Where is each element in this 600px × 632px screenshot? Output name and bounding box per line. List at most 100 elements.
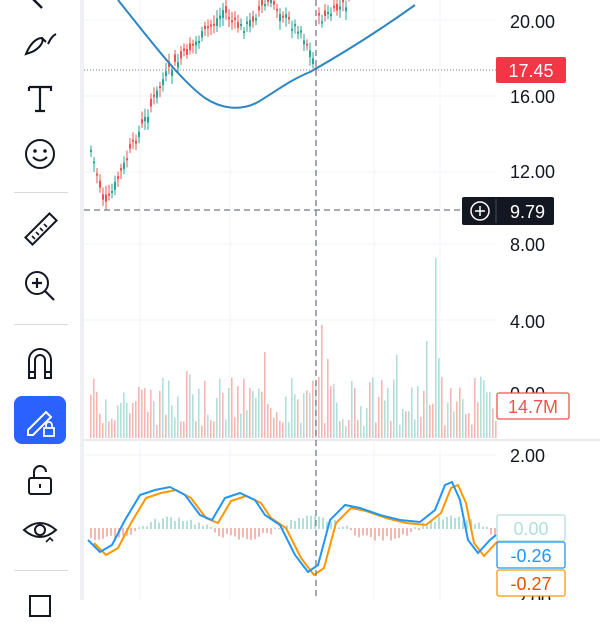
add-alert-icon[interactable] — [470, 201, 490, 221]
candle-body — [165, 71, 167, 76]
volume-bar — [288, 422, 290, 438]
candle-body — [234, 17, 236, 20]
histogram-bar — [338, 527, 340, 529]
measure-tool-button[interactable] — [14, 206, 66, 254]
volume-bar — [228, 388, 230, 438]
histogram-bar — [378, 528, 380, 537]
candle-body — [90, 149, 92, 152]
histogram-bar — [478, 522, 480, 529]
volume-bar — [96, 391, 98, 438]
text-tool-button[interactable] — [14, 74, 66, 122]
volume-bar — [270, 407, 272, 438]
candle-body — [162, 79, 164, 86]
histogram-bar — [450, 515, 452, 529]
text-icon — [27, 85, 53, 113]
magnet-mode-button[interactable] — [14, 338, 66, 386]
volume-bar — [90, 394, 92, 438]
volume-bar — [390, 421, 392, 438]
chart-canvas[interactable]: 20.00 16.00 12.00 8.00 4.00 0.00 2.00 -2… — [84, 0, 600, 600]
histogram-bar — [346, 525, 348, 529]
candle-body — [258, 6, 260, 11]
candle-body — [333, 5, 335, 8]
volume-bar — [273, 417, 275, 438]
zoom-in-icon — [25, 271, 55, 301]
candle-body — [153, 94, 155, 97]
volume-bar — [144, 388, 146, 438]
histogram-bar — [490, 528, 492, 535]
candle-body — [213, 23, 215, 26]
volume-bar — [435, 258, 437, 438]
volume-bar — [210, 420, 212, 438]
histogram-bar — [266, 528, 268, 533]
candle-body — [174, 54, 176, 62]
histogram-bar — [318, 516, 320, 529]
volume-bar — [129, 413, 131, 438]
histogram-bar — [486, 526, 488, 529]
candle-body — [345, 7, 347, 12]
signal-line — [93, 483, 503, 577]
volume-bar — [417, 386, 419, 438]
candle-body — [243, 31, 245, 34]
candle-body — [246, 21, 248, 25]
brush-tool-button[interactable] — [14, 18, 66, 66]
candle-body — [132, 139, 134, 142]
volume-bar — [321, 324, 323, 438]
volume-bar — [429, 404, 431, 438]
candle-body — [219, 15, 221, 19]
histogram-bar — [466, 520, 468, 529]
candle-body — [93, 161, 95, 164]
volume-bar — [138, 386, 140, 438]
candle-body — [231, 20, 233, 23]
price-tick: 16.00 — [510, 87, 555, 107]
volume-bar — [258, 388, 260, 438]
volume-bar — [366, 408, 368, 438]
candle-body — [303, 40, 305, 45]
volume-bars — [90, 258, 497, 438]
volume-bar — [336, 402, 338, 438]
emoji-tool-button[interactable] — [14, 130, 66, 178]
candle-body — [177, 62, 179, 68]
volume-bar — [345, 425, 347, 438]
candle-body — [249, 19, 251, 27]
smiley-icon — [25, 139, 55, 169]
histogram-bar — [246, 528, 248, 540]
histogram-bar — [302, 518, 304, 529]
histogram-bar — [330, 521, 332, 529]
candle-body — [129, 144, 131, 149]
volume-bar — [339, 421, 341, 438]
lock-drawing-button[interactable] — [14, 396, 66, 444]
lock-all-button[interactable] — [14, 456, 66, 504]
volume-bar — [186, 370, 188, 438]
volume-bar — [471, 424, 473, 438]
histogram-bar — [94, 528, 96, 540]
more-tools-button[interactable] — [14, 584, 66, 632]
volume-bar — [393, 379, 395, 438]
histogram-bar — [494, 528, 496, 537]
histogram-bar — [358, 528, 360, 538]
histogram-bar — [354, 528, 356, 536]
candle-body — [207, 26, 209, 29]
volume-bar — [246, 410, 248, 438]
cursor-tool-button[interactable] — [14, 0, 66, 18]
candle-body — [300, 30, 302, 33]
last-price-value: 17.45 — [508, 61, 553, 81]
candle-body — [255, 18, 257, 21]
volume-value-tag — [496, 392, 570, 420]
price-tick: 12.00 — [510, 162, 555, 182]
hide-drawings-button[interactable] — [14, 506, 66, 554]
volume-bar — [363, 425, 365, 438]
pencil-lock-icon — [27, 410, 55, 437]
candle-body — [204, 25, 206, 29]
candle-body — [192, 43, 194, 46]
volume-bar — [459, 387, 461, 438]
last-price-tag — [496, 57, 566, 83]
volume-bar — [291, 378, 293, 438]
zoom-in-button[interactable] — [14, 262, 66, 310]
volume-bar — [303, 393, 305, 438]
volume-bar — [192, 394, 194, 438]
volume-value: 14.7M — [508, 397, 558, 417]
histogram-bar — [106, 528, 108, 537]
histogram-bar — [162, 518, 164, 529]
volume-bar — [195, 421, 197, 438]
histogram-bar — [446, 516, 448, 529]
